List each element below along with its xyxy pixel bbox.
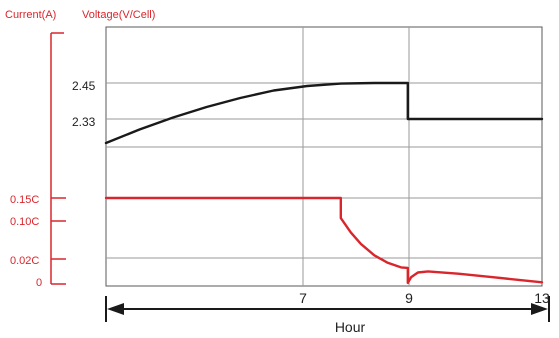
current-tick-label: 0.10C — [10, 216, 39, 228]
plot-frame — [105, 26, 543, 287]
hour-arrow — [105, 296, 550, 322]
voltage-tick-label: 2.33 — [72, 115, 96, 129]
current-tick-label: 0 — [36, 277, 42, 289]
current-series-line — [104, 196, 544, 285]
right-axis-label: Voltage(V/Cell) — [82, 9, 155, 21]
x-axis-label: Hour — [335, 319, 366, 335]
arrow-right-head — [531, 303, 548, 315]
left-axis-label: Current(A) — [5, 9, 56, 21]
current-axis — [50, 32, 66, 285]
x-tick-label: 13 — [534, 290, 550, 306]
series-layer — [104, 81, 544, 285]
arrow-left-head — [107, 303, 124, 315]
x-tick-label: 7 — [299, 290, 307, 306]
grid — [105, 26, 543, 287]
current-tick-label: 0.02C — [10, 255, 39, 267]
voltage-tick-label: 2.45 — [72, 79, 96, 93]
x-tick-label: 9 — [405, 290, 413, 306]
current-tick-label: 0.15C — [10, 194, 39, 206]
voltage-series-line — [104, 81, 544, 145]
